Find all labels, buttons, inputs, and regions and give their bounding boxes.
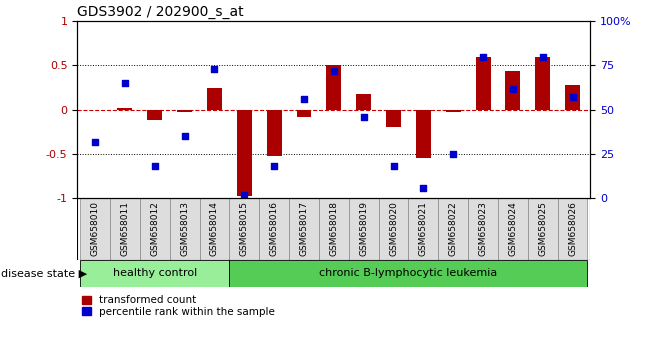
Bar (326, 65, 342, 110)
Text: GSM658019: GSM658019 (359, 201, 368, 256)
Point (150, 164, 160, 169)
Text: chronic B-lymphocytic leukemia: chronic B-lymphocytic leukemia (319, 268, 498, 279)
Text: GSM658025: GSM658025 (538, 201, 548, 256)
Bar (117, 108, 132, 110)
Point (209, 66, 220, 72)
Bar (177, 110, 192, 112)
Text: GSM658016: GSM658016 (270, 201, 278, 256)
Point (507, 86, 518, 91)
Bar (565, 85, 580, 110)
Bar (289, 198, 319, 260)
Point (358, 114, 369, 120)
Point (478, 54, 488, 59)
Bar (535, 57, 550, 110)
Point (567, 95, 578, 100)
Bar (229, 198, 259, 260)
Point (90, 139, 101, 144)
Text: GSM658021: GSM658021 (419, 201, 428, 256)
Bar (438, 198, 468, 260)
Point (239, 192, 250, 198)
Text: GSM658018: GSM658018 (329, 201, 338, 256)
Bar (170, 198, 199, 260)
Point (329, 68, 340, 74)
Point (388, 164, 399, 169)
Text: GSM658010: GSM658010 (91, 201, 99, 256)
Text: disease state ▶: disease state ▶ (1, 268, 87, 279)
Bar (207, 88, 222, 110)
Bar (297, 110, 311, 117)
Bar (229, 260, 588, 287)
Text: healthy control: healthy control (113, 268, 197, 279)
Text: GSM658022: GSM658022 (449, 201, 458, 256)
Bar (356, 94, 371, 110)
Bar (446, 110, 461, 112)
Point (299, 96, 309, 102)
Text: GSM658020: GSM658020 (389, 201, 398, 256)
Bar (409, 198, 438, 260)
Text: GSM658024: GSM658024 (509, 201, 517, 256)
Point (119, 80, 130, 86)
Bar (237, 110, 252, 195)
Bar (140, 198, 170, 260)
Bar (259, 198, 289, 260)
Text: GSM658011: GSM658011 (120, 201, 130, 256)
Bar (80, 260, 229, 287)
Bar (266, 110, 282, 156)
Text: GSM658013: GSM658013 (180, 201, 189, 256)
Bar (505, 71, 520, 110)
Point (269, 164, 280, 169)
Point (537, 54, 548, 59)
Text: GSM658015: GSM658015 (240, 201, 249, 256)
Text: GDS3902 / 202900_s_at: GDS3902 / 202900_s_at (77, 5, 244, 19)
Bar (199, 198, 229, 260)
Bar (498, 198, 528, 260)
Text: GSM658017: GSM658017 (299, 201, 309, 256)
Bar (558, 198, 588, 260)
Bar (148, 110, 162, 120)
Bar (110, 198, 140, 260)
Text: GSM658023: GSM658023 (478, 201, 488, 256)
Text: GSM658014: GSM658014 (210, 201, 219, 256)
Point (418, 185, 429, 190)
Bar (349, 198, 378, 260)
Point (448, 151, 458, 157)
Bar (319, 198, 349, 260)
Bar (386, 110, 401, 127)
Bar (80, 198, 110, 260)
Legend: transformed count, percentile rank within the sample: transformed count, percentile rank withi… (83, 296, 275, 317)
Point (179, 133, 190, 139)
Bar (378, 198, 409, 260)
Bar (476, 57, 491, 110)
Bar (416, 110, 431, 159)
Bar (528, 198, 558, 260)
Text: GSM658026: GSM658026 (568, 201, 577, 256)
Bar (468, 198, 498, 260)
Text: GSM658012: GSM658012 (150, 201, 159, 256)
